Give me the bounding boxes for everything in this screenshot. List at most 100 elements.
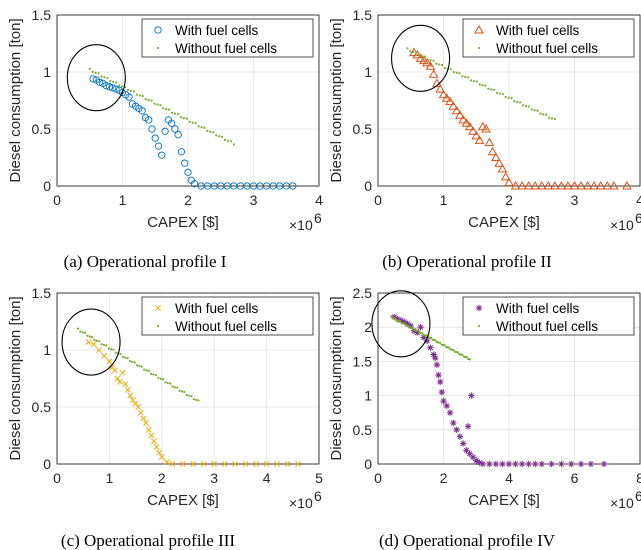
data-point	[608, 180, 619, 190]
data-point	[464, 121, 475, 131]
data-point	[500, 171, 511, 181]
data-point	[159, 377, 162, 380]
data-point	[600, 460, 608, 468]
data-point	[510, 97, 513, 100]
data-point	[493, 88, 496, 91]
data-point	[171, 125, 179, 133]
data-point	[548, 460, 555, 468]
x-tick-label: 0	[53, 192, 61, 208]
data-point	[475, 304, 483, 312]
data-point	[549, 180, 560, 190]
data-point	[468, 126, 478, 135]
data-point	[513, 100, 516, 103]
data-point	[154, 142, 163, 150]
data-point	[394, 315, 401, 323]
data-point	[491, 152, 501, 161]
data-point	[150, 438, 157, 445]
data-point	[543, 180, 554, 190]
data-point	[420, 334, 428, 341]
data-point	[295, 461, 302, 467]
data-point	[558, 460, 565, 468]
data-point	[449, 67, 452, 71]
data-point	[128, 360, 132, 363]
data-point	[158, 151, 166, 159]
data-point	[156, 46, 160, 50]
data-point	[131, 360, 134, 363]
legend: With fuel cells Without fuel cells	[462, 296, 635, 336]
data-point	[242, 461, 249, 467]
data-point	[169, 461, 176, 467]
data-point	[523, 180, 534, 190]
y-tick-label: 1	[43, 64, 51, 80]
data-point	[391, 313, 398, 321]
data-point	[79, 330, 82, 333]
data-point	[100, 343, 103, 346]
x-axis-exponent: 6	[635, 488, 641, 504]
data-point	[407, 324, 410, 328]
x-tick-label: 2	[440, 470, 448, 486]
data-point	[397, 317, 405, 324]
data-point	[203, 126, 206, 129]
data-point	[200, 461, 207, 467]
data-point	[102, 343, 106, 347]
data-point	[433, 361, 441, 369]
data-point	[492, 460, 500, 468]
data-point	[116, 378, 123, 385]
chart-panel-4: 0 2 4 6 8 0 0.5 1 1.5 2 2.5 With fuel cells Without …	[328, 285, 641, 550]
x-tick-label: 6	[571, 470, 579, 486]
data-point	[151, 134, 159, 142]
data-point	[132, 400, 139, 407]
data-point	[443, 344, 446, 347]
x-tick-label: 8	[636, 470, 641, 486]
data-point	[510, 180, 521, 190]
data-point	[145, 369, 148, 372]
data-point	[138, 107, 146, 115]
data-point	[521, 104, 525, 107]
data-point	[569, 180, 580, 190]
highlight-ellipse	[66, 44, 126, 112]
data-point	[145, 426, 152, 433]
data-point	[519, 101, 522, 104]
data-point	[563, 180, 573, 190]
data-point	[423, 55, 426, 58]
data-point	[137, 409, 144, 416]
data-point	[95, 78, 104, 86]
y-tick-label: 1.5	[32, 7, 52, 23]
data-point	[587, 460, 595, 468]
data-point	[434, 339, 437, 342]
data-point	[129, 397, 136, 404]
data-point	[422, 57, 432, 67]
legend: With fuel cells Without fuel cells	[141, 296, 314, 336]
data-point	[115, 81, 118, 84]
data-point	[476, 459, 483, 466]
data-point	[505, 460, 513, 468]
data-point	[501, 92, 504, 96]
y-tick-label: 1.5	[353, 7, 373, 23]
y-tick-label: 2.5	[353, 285, 373, 301]
data-point	[145, 116, 153, 124]
data-point	[190, 180, 199, 188]
data-point	[487, 87, 490, 90]
data-point	[107, 347, 110, 350]
data-point	[517, 180, 527, 190]
chart-panel-2: 0 1 2 3 4 0 0.5 1 1.5 With fuel cells Without fuel…	[328, 7, 641, 271]
data-point	[111, 367, 118, 374]
data-point	[138, 364, 141, 368]
y-axis-label: Diesel consumption [ton]	[7, 18, 24, 182]
data-point	[553, 117, 556, 121]
data-point	[197, 125, 200, 128]
data-point	[525, 460, 532, 468]
legend-label: With fuel cells	[496, 23, 580, 38]
data-point	[211, 461, 218, 467]
data-point	[568, 460, 575, 468]
data-point	[438, 341, 442, 344]
data-point	[479, 460, 486, 468]
series-with-fuel-cells	[391, 313, 608, 468]
x-tick-label: 5	[315, 470, 323, 486]
data-point	[143, 419, 150, 426]
data-point	[140, 365, 143, 368]
data-point	[156, 103, 159, 106]
data-point	[490, 88, 493, 91]
data-point	[495, 91, 499, 94]
